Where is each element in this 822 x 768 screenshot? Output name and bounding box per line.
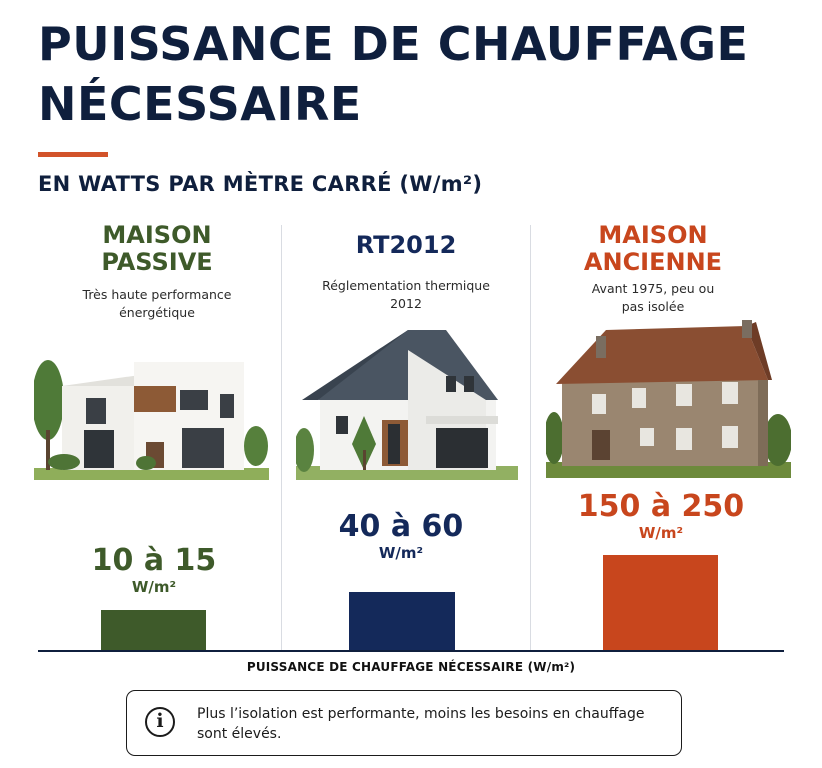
value-label-rt2012: 40 à 60 W/m² <box>291 509 511 563</box>
page-subtitle: EN WATTS PAR MÈTRE CARRÉ (W/m²) <box>38 172 483 196</box>
page-title: PUISSANCE DE CHAUFFAGE NÉCESSAIRE <box>38 14 798 134</box>
value-unit: W/m² <box>131 578 177 596</box>
title-accent-bar <box>38 152 108 157</box>
column-description: Réglementation thermique 2012 <box>322 278 490 311</box>
column-title: RT2012 <box>355 231 457 259</box>
column-ancienne: MAISON ANCIENNE Avant 1975, peu ou pas i… <box>528 222 778 316</box>
value-label-passive: 10 à 15 W/m² <box>44 543 264 597</box>
title-line-2: NÉCESSAIRE <box>38 77 362 131</box>
info-box: i Plus l’isolation est performante, moin… <box>126 690 682 756</box>
rt2012-house-image <box>296 330 518 480</box>
info-text: Plus l’isolation est performante, moins … <box>197 706 645 742</box>
bar-passive <box>101 610 206 650</box>
value-unit: W/m² <box>638 524 684 542</box>
title-line-1: PUISSANCE DE CHAUFFAGE <box>38 17 749 71</box>
column-title: MAISON PASSIVE <box>101 221 213 276</box>
column-divider <box>281 225 282 650</box>
column-rt2012: RT2012 Réglementation thermique 2012 <box>281 232 531 313</box>
column-description: Avant 1975, peu ou pas isolée <box>591 281 715 314</box>
bar-ancienne <box>603 555 718 650</box>
column-description: Très haute performance énergétique <box>82 287 232 320</box>
x-axis-label: PUISSANCE DE CHAUFFAGE NÉCESSAIRE (W/m²) <box>246 660 576 674</box>
old-house-image <box>546 320 791 478</box>
value-range: 10 à 15 <box>91 543 217 578</box>
info-icon: i <box>145 707 175 737</box>
column-title: MAISON ANCIENNE <box>583 221 723 276</box>
passive-house-image <box>34 360 269 480</box>
bar-rt2012 <box>349 592 455 650</box>
chart-baseline <box>38 650 784 652</box>
value-range: 40 à 60 <box>338 509 464 544</box>
column-divider <box>530 225 531 650</box>
value-label-ancienne: 150 à 250 W/m² <box>551 489 771 543</box>
value-unit: W/m² <box>378 544 424 562</box>
value-range: 150 à 250 <box>577 489 745 524</box>
column-passive: MAISON PASSIVE Très haute performance én… <box>32 222 282 322</box>
